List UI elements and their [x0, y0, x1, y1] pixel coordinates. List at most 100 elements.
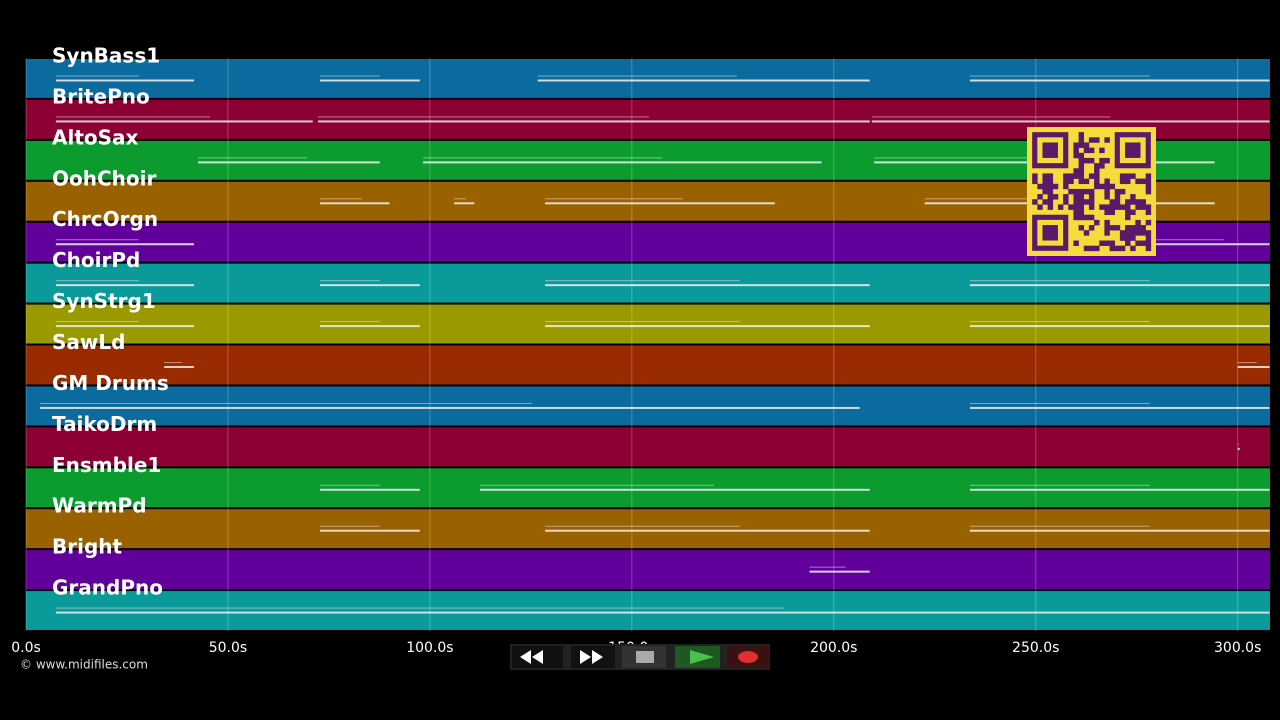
qr-module	[1063, 194, 1069, 200]
note-span	[871, 116, 1111, 118]
track-name: Ensmble1	[52, 453, 161, 477]
tick-label: 0.0s	[11, 640, 41, 656]
note-span	[55, 75, 139, 77]
qr-module	[1078, 142, 1085, 148]
qr-module	[1078, 137, 1085, 143]
note-span	[320, 484, 380, 486]
qr-module	[1042, 183, 1048, 190]
qr-module	[1094, 163, 1100, 169]
note-span	[969, 402, 1150, 404]
qr-module	[1114, 188, 1121, 195]
qr-module	[1099, 240, 1105, 246]
qr-module	[1078, 157, 1085, 164]
note-span	[320, 325, 420, 328]
note-span	[874, 157, 1079, 159]
qr-module	[1135, 204, 1141, 210]
tick-label: 50.0s	[209, 640, 247, 656]
tick-label: 200.0s	[810, 640, 857, 656]
note-span	[1237, 362, 1257, 364]
qr-module	[1145, 173, 1152, 179]
note-span	[198, 157, 308, 159]
qr-module	[1114, 199, 1121, 205]
note-span	[423, 157, 663, 159]
stop-icon	[636, 651, 654, 663]
qr-module	[1052, 194, 1059, 200]
note-span	[320, 488, 420, 491]
qr-module	[1119, 235, 1126, 241]
qr-module	[1083, 230, 1090, 236]
qr-module	[1068, 173, 1074, 179]
qr-module	[1094, 173, 1100, 179]
rewind-icon	[520, 650, 543, 664]
note-span	[1154, 243, 1270, 246]
note-span	[1154, 239, 1224, 241]
qr-module	[1083, 147, 1090, 154]
note-span	[318, 120, 870, 123]
qr-module	[1140, 240, 1146, 246]
transport-controls	[510, 644, 770, 670]
track-name: TaikoDrm	[52, 412, 157, 436]
qr-module	[1063, 173, 1069, 179]
qr-module	[1088, 214, 1095, 221]
note-span	[320, 529, 420, 532]
qr-module	[1104, 204, 1110, 210]
qr-module	[1119, 230, 1126, 236]
note-span	[454, 198, 467, 200]
stop-button[interactable]	[622, 646, 666, 668]
note-span	[545, 202, 775, 205]
qr-module	[1104, 178, 1110, 185]
track-row	[26, 427, 1270, 467]
qr-module	[1109, 199, 1116, 205]
qr-module	[1140, 225, 1146, 231]
note-span	[969, 525, 1150, 527]
note-span	[423, 161, 822, 164]
qr-module	[1125, 204, 1131, 210]
qr-module	[1109, 183, 1116, 190]
qr-module	[1125, 209, 1131, 216]
qr-module	[1140, 204, 1146, 210]
qr-finder	[1125, 142, 1141, 158]
record-button[interactable]	[727, 646, 769, 668]
track-name: GrandPno	[52, 576, 163, 600]
play-button[interactable]	[675, 646, 720, 668]
qr-module	[1094, 137, 1100, 143]
qr-module	[1032, 178, 1038, 185]
tick-label: 250.0s	[1012, 640, 1059, 656]
qr-module	[1125, 230, 1131, 236]
qr-module	[1032, 173, 1038, 179]
forward-button[interactable]	[571, 646, 615, 668]
note-span	[320, 202, 390, 205]
qr-module	[1125, 199, 1131, 205]
qr-module	[1125, 178, 1131, 185]
note-span	[1237, 366, 1270, 369]
forward-icon	[580, 650, 603, 664]
qr-module	[1109, 245, 1116, 252]
qr-module	[1088, 194, 1095, 200]
qr-module	[1088, 199, 1095, 205]
qr-module	[1088, 225, 1095, 231]
rewind-button[interactable]	[512, 646, 563, 668]
note-span	[40, 402, 532, 404]
track-name: SynBass1	[52, 44, 160, 68]
qr-module	[1130, 199, 1136, 205]
note-span	[320, 198, 362, 200]
qr-module	[1047, 194, 1054, 200]
qr-module	[1088, 173, 1095, 179]
qr-module	[1109, 225, 1116, 231]
note-span	[55, 239, 139, 241]
note-span	[55, 284, 195, 287]
qr-module	[1145, 204, 1152, 210]
qr-module	[1042, 188, 1048, 195]
qr-module	[1135, 240, 1141, 246]
qr-module	[1088, 245, 1095, 252]
qr-module	[1073, 173, 1079, 179]
qr-module	[1073, 152, 1079, 159]
qr-module	[1078, 168, 1085, 174]
qr-module	[1145, 240, 1152, 246]
qr-module	[1130, 209, 1136, 216]
play-icon	[690, 650, 714, 664]
note-span	[55, 116, 211, 118]
qr-module	[1130, 225, 1136, 231]
qr-module	[1145, 209, 1152, 216]
